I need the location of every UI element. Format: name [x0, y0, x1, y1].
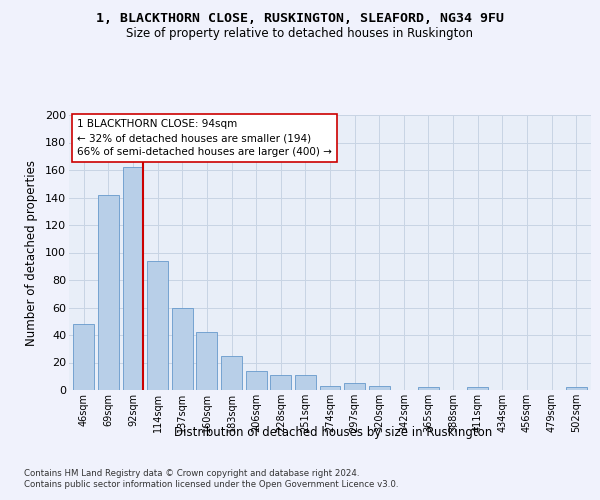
Bar	[270, 375, 291, 390]
Text: 1 BLACKTHORN CLOSE: 94sqm
← 32% of detached houses are smaller (194)
66% of semi: 1 BLACKTHORN CLOSE: 94sqm ← 32% of detac…	[77, 119, 332, 157]
Bar	[98, 194, 119, 390]
Bar	[467, 387, 488, 390]
Bar	[369, 386, 390, 390]
Text: Distribution of detached houses by size in Ruskington: Distribution of detached houses by size …	[174, 426, 492, 439]
Bar	[320, 386, 340, 390]
Bar	[418, 387, 439, 390]
Bar	[147, 261, 168, 390]
Y-axis label: Number of detached properties: Number of detached properties	[25, 160, 38, 346]
Bar	[172, 308, 193, 390]
Bar	[566, 387, 587, 390]
Bar	[73, 324, 94, 390]
Bar	[344, 383, 365, 390]
Bar	[221, 356, 242, 390]
Text: Contains public sector information licensed under the Open Government Licence v3: Contains public sector information licen…	[24, 480, 398, 489]
Text: 1, BLACKTHORN CLOSE, RUSKINGTON, SLEAFORD, NG34 9FU: 1, BLACKTHORN CLOSE, RUSKINGTON, SLEAFOR…	[96, 12, 504, 26]
Bar	[122, 167, 143, 390]
Bar	[245, 371, 266, 390]
Text: Size of property relative to detached houses in Ruskington: Size of property relative to detached ho…	[127, 28, 473, 40]
Bar	[196, 332, 217, 390]
Bar	[295, 375, 316, 390]
Text: Contains HM Land Registry data © Crown copyright and database right 2024.: Contains HM Land Registry data © Crown c…	[24, 468, 359, 477]
